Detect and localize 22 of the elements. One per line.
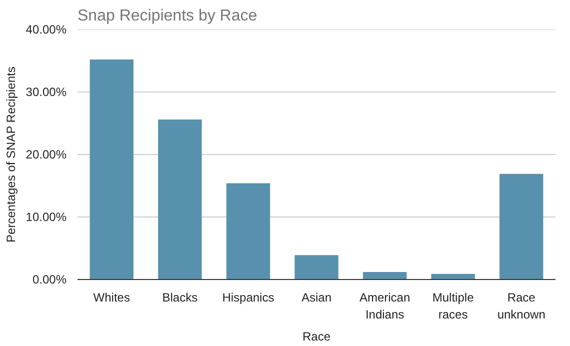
y-tick-label: 20.00% [26,148,67,162]
bar [158,120,202,280]
bar [431,274,475,280]
x-tick-label: Race unknown [497,290,546,322]
bar [226,183,270,280]
y-axis-title: Percentages of SNAP Recipients [4,66,18,243]
bar [362,272,407,280]
x-tick-label: Multiple races [432,290,474,322]
bar [500,174,544,280]
bar [90,60,134,280]
x-tick-label: American Indians [359,290,410,322]
y-tick-label: 10.00% [26,210,67,224]
y-tick-label: 30.00% [26,85,67,99]
y-tick-label: 40.00% [26,22,67,36]
y-tick-label: 0.00% [32,272,67,286]
x-axis-title: Race [302,329,331,344]
x-tick-label: Whites [93,290,130,304]
x-tick-label: Blacks [162,290,198,304]
chart-title: Snap Recipients by Race [78,8,258,24]
x-tick-label: Asian [301,290,332,304]
x-tick-label: Hispanics [222,290,274,304]
bar [294,255,338,280]
